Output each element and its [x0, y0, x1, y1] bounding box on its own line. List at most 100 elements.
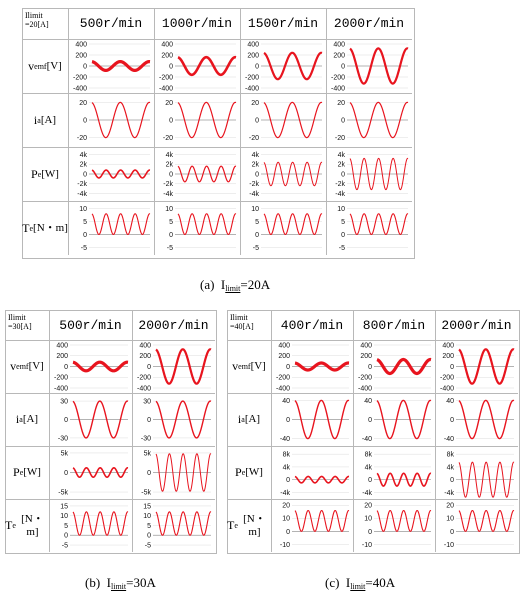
tick-label: 0 [286, 364, 290, 371]
tick-label: -400 [54, 385, 68, 392]
waveform-series [294, 399, 350, 440]
fig2-row-divider [227, 340, 518, 341]
tick-label: 0 [368, 364, 372, 371]
fig0-plot-3-2: 10 5 0 -5 [251, 206, 323, 252]
figure-b-corner-label: Ilimit =30[A] [8, 313, 32, 331]
fig2-col-divider [435, 310, 436, 552]
figure-a-corner-label: Ilimit =20[A] [25, 11, 49, 29]
waveform-series [349, 47, 409, 85]
tick-label: 4k [338, 152, 346, 159]
tick-label: 0 [83, 232, 87, 239]
fig0-plot-2-3: 4k 2k 0 -2k -4k [335, 152, 409, 198]
tick-label: 0 [169, 117, 173, 124]
tick-label: 0 [341, 117, 345, 124]
figure-b-caption: (b) Ilimit=30A [85, 575, 156, 591]
tick-label: 15 [60, 503, 68, 510]
fig0-col-divider [154, 8, 155, 255]
tick-label: 10 [282, 516, 290, 523]
tick-label: 400 [75, 41, 87, 48]
tick-label: -4k [163, 191, 173, 198]
waveform-series [72, 467, 129, 478]
tick-label: 5k [61, 450, 69, 457]
fig0-plot-1-0: 20 0 -20 [77, 100, 151, 142]
fig2-plot-1-0: 40 0 -40 [280, 398, 350, 443]
tick-label: 400 [161, 41, 173, 48]
fig2-column-header: 2000r/min [441, 317, 512, 333]
tick-label: -2k [163, 181, 173, 188]
tick-label: 5 [147, 523, 151, 530]
tick-label: 400 [56, 342, 68, 349]
tick-label: 0 [147, 470, 151, 477]
fig1-plot-0-0: 400 200 0 -200 -400 [54, 342, 130, 392]
tick-label: 0 [341, 63, 345, 70]
tick-label: -400 [159, 85, 173, 92]
tick-label: 400 [139, 342, 151, 349]
fig2-column-header: 400r/min [280, 317, 344, 333]
fig0-plot-2-1: 4k 2k 0 -2k -4k [163, 152, 237, 198]
tick-label: 5 [341, 219, 345, 226]
fig0-plot-0-3: 400 200 0 -200 -400 [331, 41, 409, 92]
tick-label: 0 [450, 417, 454, 424]
tick-label: -200 [54, 375, 68, 382]
tick-label: 8k [447, 452, 455, 459]
fig0-row-divider [22, 39, 412, 40]
tick-label: 4k [365, 464, 373, 471]
fig2-plot-2-2: 8k 4k 0 -4k [444, 452, 515, 498]
fig2-row-divider [227, 499, 518, 500]
tick-label: 200 [56, 353, 68, 360]
tick-label: 10 [60, 513, 68, 520]
tick-label: 200 [360, 353, 372, 360]
tick-label: -5 [62, 542, 68, 549]
tick-label: 8k [283, 452, 291, 459]
tick-label: 10 [79, 206, 87, 213]
tick-label: -2k [335, 181, 345, 188]
tick-label: 40 [446, 398, 454, 405]
tick-label: -5 [167, 245, 173, 252]
tick-label: -5k [58, 489, 68, 496]
tick-label: 8k [365, 452, 373, 459]
fig1-plot-1-0: 30 0 -30 [58, 398, 129, 442]
tick-label: -20 [77, 135, 87, 142]
tick-label: -20 [163, 135, 173, 142]
tick-label: 2k [166, 162, 174, 169]
tick-label: 10 [143, 513, 151, 520]
tick-label: 0 [255, 171, 259, 178]
tick-label: 20 [251, 100, 259, 107]
waveform-series [294, 475, 350, 484]
fig0-row-label: v emf [V] [28, 58, 62, 73]
waveform-series [263, 51, 323, 81]
fig1-plot-3-0: 15 10 5 0 -5 [60, 503, 129, 549]
tick-label: 0 [83, 117, 87, 124]
tick-label: -200 [73, 74, 87, 81]
fig0-row-divider [22, 147, 412, 148]
figure-c-caption: (c) Ilimit=40A [325, 575, 396, 591]
tick-label: -2k [77, 181, 87, 188]
tick-label: 4k [80, 152, 88, 159]
fig2-column-header: 800r/min [362, 317, 426, 333]
fig1-plot-2-1: 5k 0 -5k [141, 450, 212, 496]
tick-label: -200 [440, 375, 454, 382]
tick-label: -5 [339, 245, 345, 252]
tick-label: 0 [83, 63, 87, 70]
tick-label: -400 [137, 385, 151, 392]
tick-label: 30 [143, 398, 151, 405]
fig2-plot-1-2: 40 0 -40 [444, 398, 515, 443]
tick-label: 10 [364, 516, 372, 523]
fig0-column-header: 2000r/min [333, 16, 405, 31]
tick-label: -20 [249, 135, 259, 142]
waveform-series [155, 453, 212, 492]
fig1-plot-2-0: 5k 0 -5k [58, 450, 129, 496]
fig2-row-divider [227, 446, 518, 447]
fig2-plot-0-1: 400 200 0 -200 -400 [358, 342, 433, 392]
fig2-plot-3-0: 20 10 0 -10 [280, 503, 350, 549]
tick-label: 0 [368, 529, 372, 536]
tick-label: 0 [64, 364, 68, 371]
tick-label: -30 [141, 435, 151, 442]
tick-label: 0 [450, 364, 454, 371]
fig0-plot-3-0: 10 5 0 -5 [79, 206, 151, 252]
tick-label: -4k [280, 490, 290, 497]
tick-label: 20 [165, 100, 173, 107]
